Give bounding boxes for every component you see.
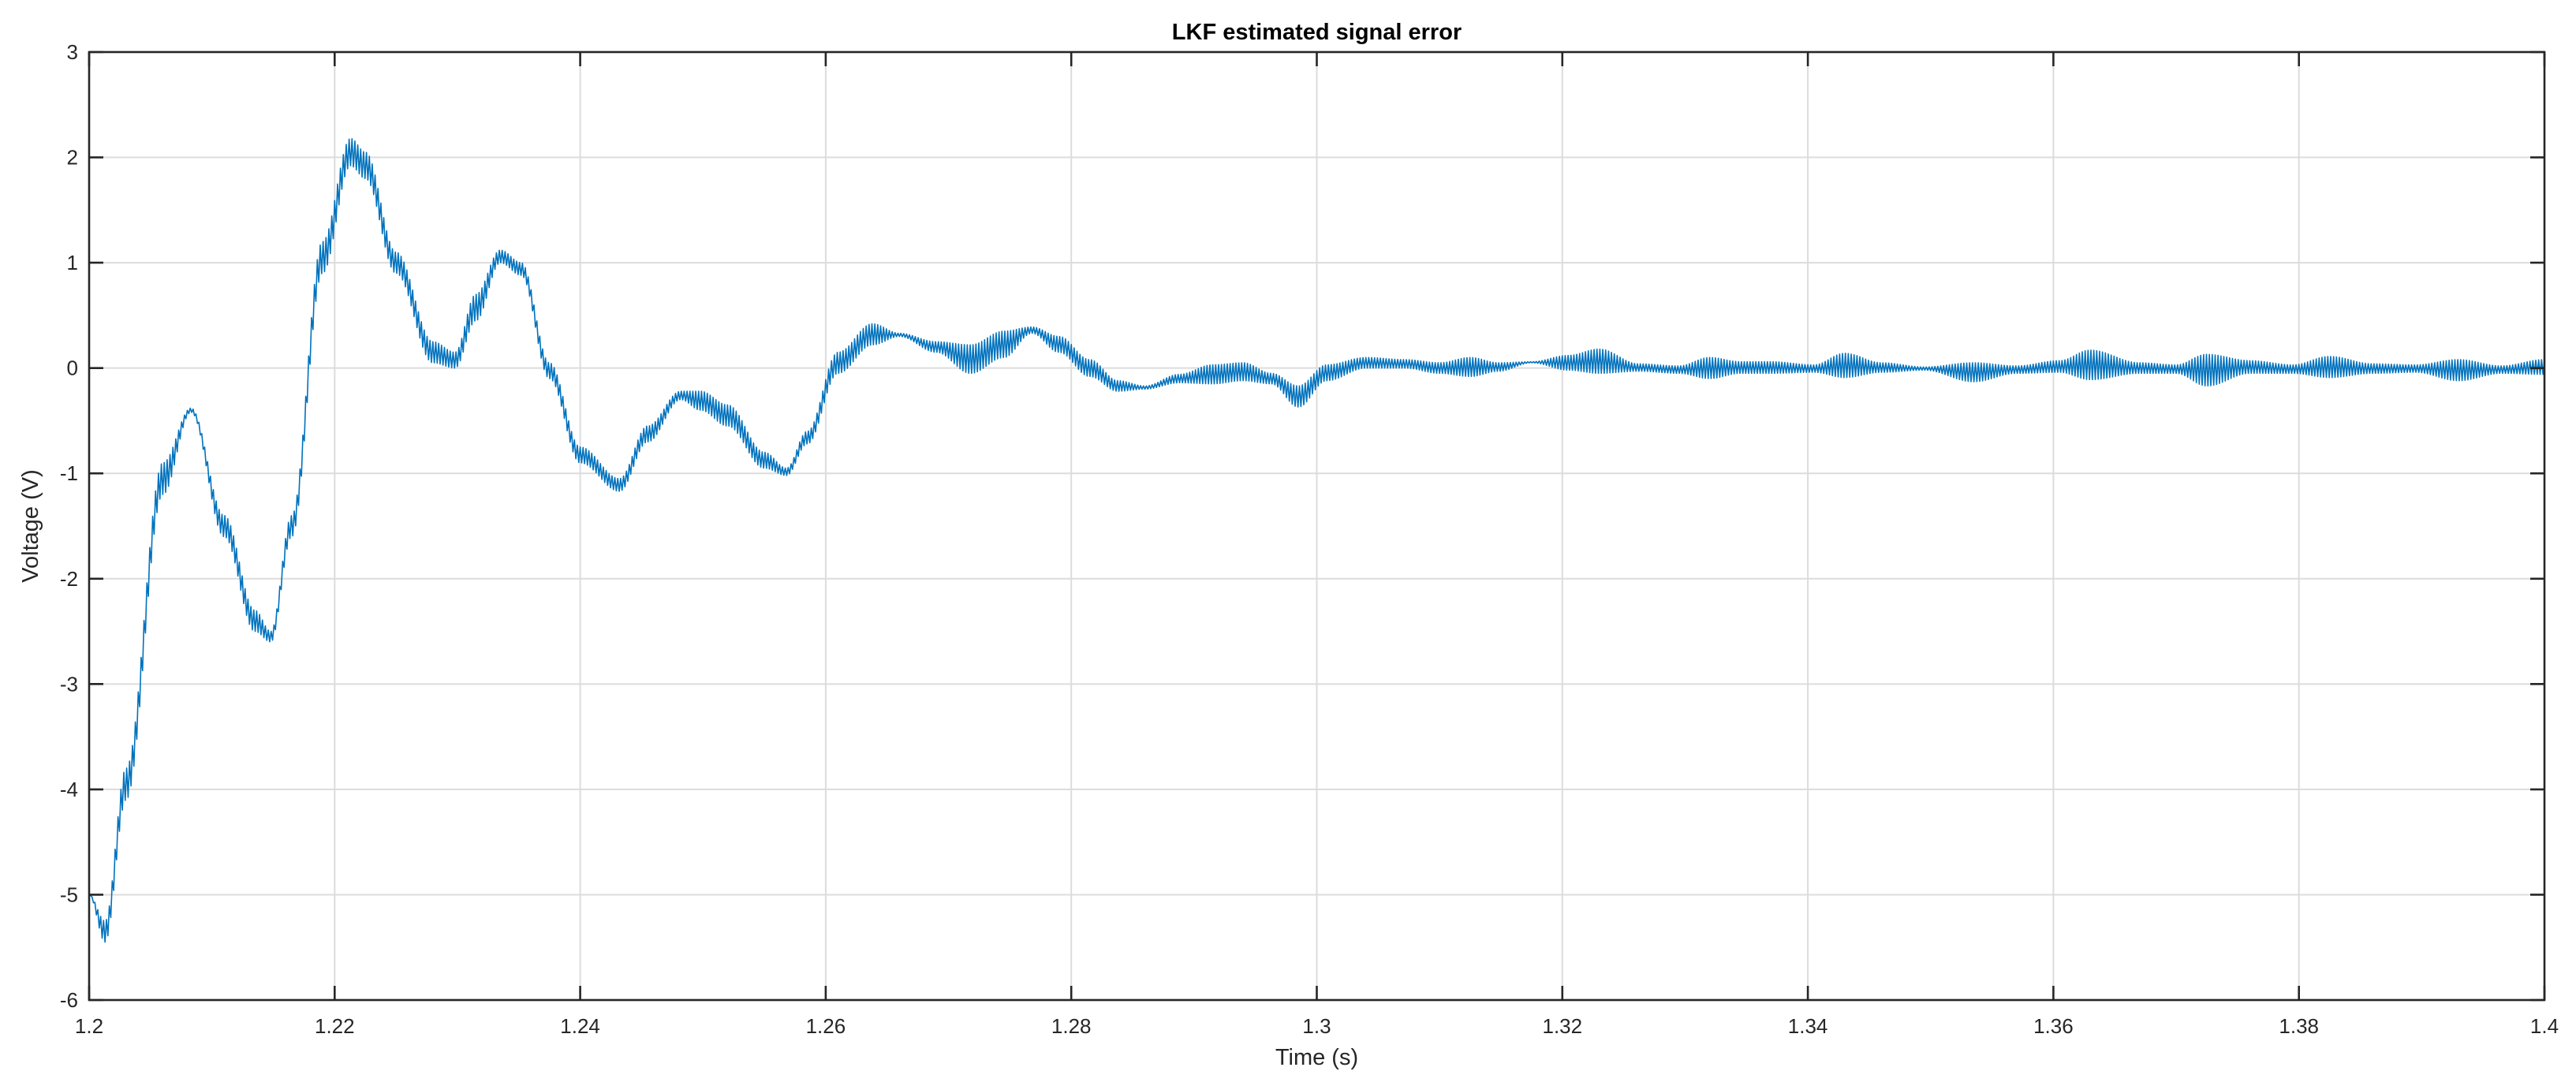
x-tick-label: 1.3 [1302,1014,1331,1038]
y-tick-label: 0 [67,356,78,380]
y-tick-label: -4 [60,778,78,801]
y-tick-label: 1 [67,251,78,274]
x-tick-label: 1.28 [1051,1014,1092,1038]
y-tick-label: 2 [67,146,78,170]
axis-ticks [88,50,2546,1002]
x-tick-label: 1.26 [806,1014,846,1038]
y-tick-label: -5 [60,883,78,906]
x-axis-label: Time (s) [1275,1045,1358,1070]
y-tick-label: -3 [60,672,78,696]
series-layer [88,138,2545,943]
series-line [88,138,2545,943]
y-tick-label: -1 [60,461,78,485]
chart-title: LKF estimated signal error [1172,20,1462,45]
y-tick-label: -6 [60,988,78,1012]
y-axis-label: Voltage (V) [18,469,43,582]
x-tick-label: 1.32 [1542,1014,1582,1038]
x-tick-label: 1.22 [315,1014,355,1038]
x-tick-label: 1.36 [2033,1014,2074,1038]
x-tick-label: 1.34 [1788,1014,1828,1038]
grid-lines [88,51,2545,1001]
x-tick-label: 1.38 [2279,1014,2319,1038]
y-tick-label: -2 [60,567,78,591]
x-tick-label: 1.2 [75,1014,103,1038]
x-tick-label: 1.4 [2530,1014,2559,1038]
tick-labels: 1.2 1.22 1.24 1.26 1.28 1.3 1.32 1.34 1.36 1.38 1.… [60,40,2559,1038]
y-tick-label: 3 [67,40,78,64]
x-tick-label: 1.24 [560,1014,600,1038]
